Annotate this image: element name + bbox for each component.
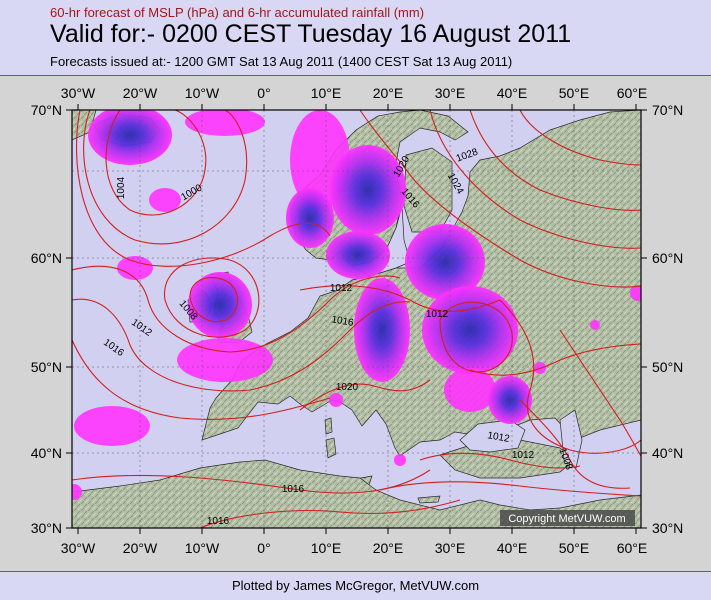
isobar-low-iceland-1 <box>105 110 207 216</box>
isobar-1008-east <box>519 399 631 489</box>
lat-label: 60°N <box>31 250 62 266</box>
isobar-label: 1012 <box>426 309 449 320</box>
caspian-sea <box>559 409 583 469</box>
map-frame <box>71 109 642 529</box>
isobar-1016-north <box>75 110 331 267</box>
lat-label: 30°N <box>31 520 62 536</box>
lon-label: 0° <box>257 85 270 101</box>
lon-label: 10°W <box>185 85 220 101</box>
isobar-1016-med <box>379 481 641 497</box>
lon-label: 40°E <box>497 85 528 101</box>
footer-credit: Plotted by James McGregor, MetVUW.com <box>231 578 480 593</box>
isobar-label: 1016 <box>207 516 230 527</box>
isobar-1032-east <box>519 110 641 166</box>
lon-labels-top: 30°W 20°W 10°W 0° 10°E 20°E 30°E 40°E 50… <box>61 85 647 101</box>
lat-label: 70°N <box>31 102 62 118</box>
lat-label: 50°N <box>31 359 62 375</box>
lon-label: 50°E <box>559 85 590 101</box>
lat-label: 40°N <box>31 445 62 461</box>
lon-label: 30°E <box>435 540 466 556</box>
isobar-1020-east-low <box>559 329 641 457</box>
lon-labels-bottom: 30°W 20°W 10°W 0° 10°E 20°E 30°E 40°E 50… <box>61 540 647 556</box>
lat-label: 50°N <box>652 359 683 375</box>
isobar-label: 1004 <box>116 176 127 199</box>
forecast-issued-text: Forecasts issued at:- 1200 GMT Sat 13 Au… <box>50 54 513 69</box>
isobar-label: 1020 <box>336 382 359 393</box>
isobar-1020-scand <box>359 110 641 288</box>
finland <box>403 147 453 233</box>
black-sea <box>459 419 526 453</box>
inland-seas <box>351 205 583 469</box>
isobar-1012-baltic <box>299 285 501 312</box>
lat-labels-right: 70°N 60°N 50°N 40°N 30°N <box>652 102 683 536</box>
lat-label: 30°N <box>652 520 683 536</box>
lon-label: 10°W <box>185 540 220 556</box>
isobar-1020-atlantic <box>72 339 331 420</box>
isobar-1016-mid-east <box>469 343 641 376</box>
isobar-label: 1016 <box>331 314 355 329</box>
lon-label: 0° <box>257 540 270 556</box>
tick-marks <box>66 104 647 534</box>
crete <box>417 495 441 504</box>
lon-label: 30°W <box>61 540 96 556</box>
copyright-box <box>500 510 635 526</box>
isobar-label: 1016 <box>282 484 305 495</box>
lon-label: 20°E <box>373 540 404 556</box>
isobar-label: 1012 <box>512 450 535 461</box>
isobar-low-iceland-2 <box>83 110 248 245</box>
isobar-1024-east <box>429 110 641 249</box>
lon-label: 20°W <box>123 85 158 101</box>
isobar-1012-turkey <box>419 452 581 469</box>
isobar-1016-west <box>72 298 411 392</box>
lat-labels-left: 70°N 60°N 50°N 40°N 30°N <box>31 102 62 536</box>
isobar-low-uk-2 <box>164 257 260 338</box>
lon-label: 20°E <box>373 85 404 101</box>
isobar-low-russia <box>439 301 513 373</box>
isobar-label: 1012 <box>487 430 511 445</box>
isobar-1012-east <box>499 299 641 454</box>
map-title: Valid for:- 0200 CEST Tuesday 16 August … <box>50 20 572 48</box>
lon-label: 20°W <box>123 540 158 556</box>
lat-label: 70°N <box>652 102 683 118</box>
lon-label: 30°E <box>435 85 466 101</box>
lat-label: 40°N <box>652 445 683 461</box>
isobar-1020-alps <box>299 379 431 411</box>
lon-label: 50°E <box>559 540 590 556</box>
footer-divider <box>0 571 711 572</box>
header-divider <box>0 75 711 76</box>
sardinia <box>325 437 337 459</box>
lon-label: 30°W <box>61 85 96 101</box>
map-subtitle: 60-hr forecast of MSLP (hPa) and 6-hr ac… <box>50 5 425 20</box>
lat-label: 60°N <box>652 250 683 266</box>
lon-label: 10°E <box>311 85 342 101</box>
isobars <box>72 110 641 528</box>
copyright-text: Copyright MetVUW.com <box>508 513 625 525</box>
isobar-1016-sw <box>199 499 461 528</box>
lon-label: 60°E <box>617 85 648 101</box>
lon-label: 10°E <box>311 540 342 556</box>
footer: Plotted by James McGregor, MetVUW.com <box>0 572 711 600</box>
rainfall-layer <box>72 110 641 500</box>
lon-label: 60°E <box>617 540 648 556</box>
isobar-low-uk-1 <box>189 277 239 322</box>
forecast-map: 1004 1000 1008 1012 1016 1012 1016 1012 … <box>0 76 711 571</box>
isobar-label: 1012 <box>330 283 353 294</box>
corsica <box>324 417 333 435</box>
isobar-1028-east <box>469 110 641 211</box>
isobar-1012-west <box>72 265 401 353</box>
header: 60-hr forecast of MSLP (hPa) and 6-hr ac… <box>0 0 711 75</box>
lon-label: 40°E <box>497 540 528 556</box>
